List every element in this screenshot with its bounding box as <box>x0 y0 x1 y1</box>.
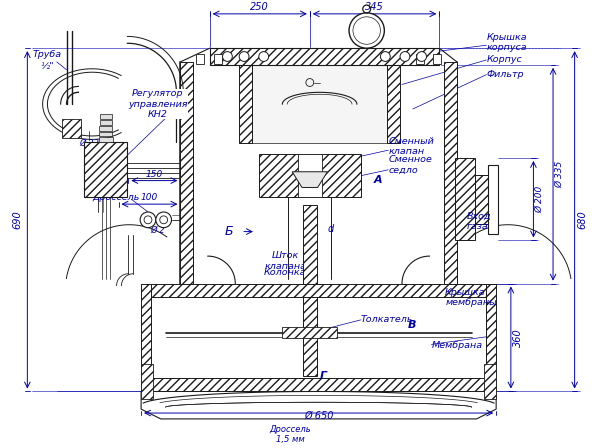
Text: Крышка
корпуса: Крышка корпуса <box>487 33 527 52</box>
Text: Сменный
клапан: Сменный клапан <box>388 137 434 156</box>
Bar <box>488 165 498 233</box>
Bar <box>141 364 153 399</box>
Bar <box>62 119 81 138</box>
Circle shape <box>349 13 385 48</box>
Bar <box>298 154 322 197</box>
Text: Корпус: Корпус <box>487 56 522 65</box>
Bar <box>151 284 487 297</box>
Bar <box>210 48 439 65</box>
Text: Труба
½": Труба ½" <box>32 50 62 69</box>
Bar <box>100 114 112 119</box>
Text: Г: Г <box>320 371 327 381</box>
Text: Б: Б <box>224 225 233 238</box>
Text: Ø 650: Ø 650 <box>304 411 334 421</box>
Bar <box>214 54 221 64</box>
Bar <box>444 62 457 284</box>
Text: 250: 250 <box>250 2 269 12</box>
Polygon shape <box>141 392 496 419</box>
Bar <box>252 65 387 143</box>
Bar <box>484 364 496 399</box>
Bar <box>303 205 317 284</box>
Bar <box>99 138 113 142</box>
Text: Фильтр: Фильтр <box>487 70 524 79</box>
Text: Регулятор
управления
КН2: Регулятор управления КН2 <box>128 89 188 119</box>
Text: Крышка
мембраны: Крышка мембраны <box>445 288 497 307</box>
Text: Сменное
седло: Сменное седло <box>388 155 432 175</box>
Bar <box>100 120 112 125</box>
Circle shape <box>156 212 172 228</box>
Bar <box>487 284 496 392</box>
Bar <box>455 158 475 241</box>
Text: Шток
клапана: Шток клапана <box>264 251 306 271</box>
Text: 360: 360 <box>513 328 523 347</box>
Bar <box>416 54 424 64</box>
Text: Ø 200: Ø 200 <box>535 185 544 213</box>
Text: 100: 100 <box>141 193 158 202</box>
Text: Вход
газа: Вход газа <box>467 212 491 232</box>
Circle shape <box>380 52 390 61</box>
Text: Колонка: Колонка <box>264 268 307 277</box>
Bar <box>84 142 127 197</box>
Bar <box>181 62 193 284</box>
Polygon shape <box>292 172 328 187</box>
Text: А: А <box>374 175 382 185</box>
Text: Дроссель
1,5 мм: Дроссель 1,5 мм <box>269 425 311 444</box>
Text: 690: 690 <box>13 211 23 229</box>
Text: Мембрана: Мембрана <box>431 341 482 350</box>
Text: 345: 345 <box>365 2 384 12</box>
Text: Ø 22: Ø 22 <box>79 139 99 148</box>
Text: 680: 680 <box>578 211 587 229</box>
Circle shape <box>417 52 427 61</box>
Text: d: d <box>328 224 334 234</box>
Bar <box>141 284 151 392</box>
Text: Дроссель: Дроссель <box>92 193 139 202</box>
Text: Толкатель: Толкатель <box>361 315 413 324</box>
Text: В: В <box>408 320 416 330</box>
Bar <box>433 54 441 64</box>
Circle shape <box>259 52 269 61</box>
Circle shape <box>239 52 249 61</box>
Text: 150: 150 <box>146 170 163 179</box>
Text: Ø 2: Ø 2 <box>151 226 165 235</box>
Circle shape <box>223 52 232 61</box>
Bar <box>151 378 487 392</box>
Text: Ø 335: Ø 335 <box>555 160 564 188</box>
Bar <box>303 297 317 376</box>
Bar <box>239 65 252 143</box>
Bar <box>99 132 112 137</box>
Bar <box>100 126 112 130</box>
Bar <box>259 154 361 197</box>
Bar <box>387 65 400 143</box>
Bar <box>283 327 337 339</box>
Bar <box>475 175 488 224</box>
Bar <box>196 54 204 64</box>
Circle shape <box>140 212 156 228</box>
Circle shape <box>400 52 410 61</box>
